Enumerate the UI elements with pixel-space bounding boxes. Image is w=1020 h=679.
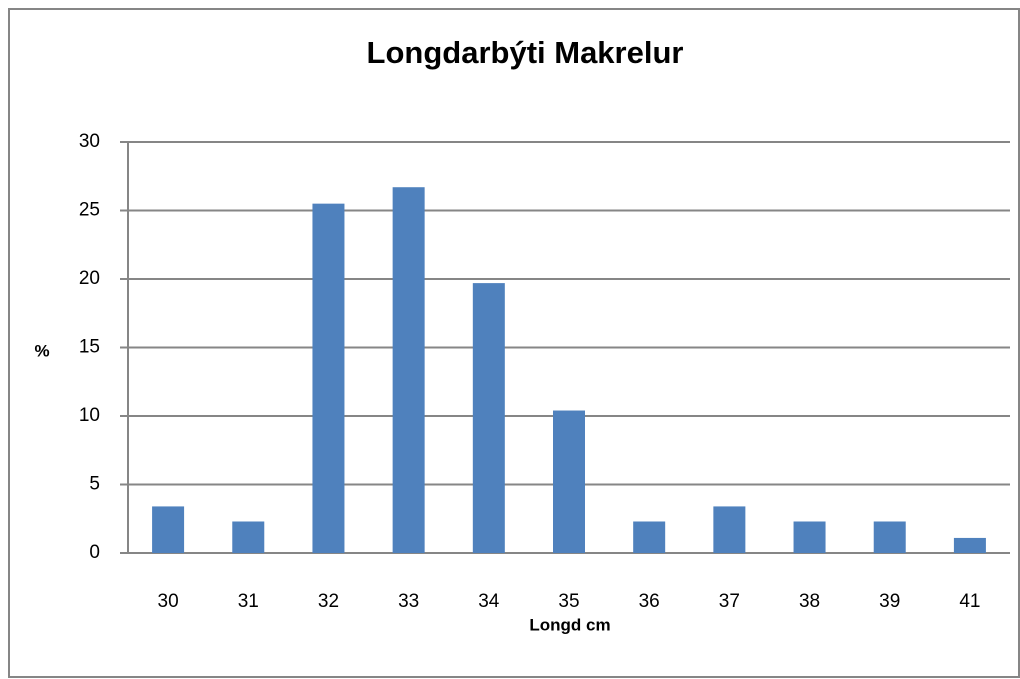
x-tick-label: 39 [879,591,900,612]
y-tick-label: 20 [79,268,100,289]
chart-frame [8,8,1020,678]
bar [232,521,265,553]
y-tick-label: 0 [89,542,100,563]
y-tick-label: 25 [79,200,100,221]
bar [873,521,906,553]
y-tick-label: 30 [79,131,100,152]
bar [392,187,425,553]
x-tick-label: 37 [719,591,740,612]
bar [553,410,585,553]
bar [152,506,185,553]
x-tick-label: 33 [398,591,419,612]
bar [312,203,345,553]
bar [633,521,666,553]
chart-title: Longdarbýti Makrelur [367,35,684,70]
x-tick-label: 36 [639,591,660,612]
x-axis-label: Longd cm [529,615,610,634]
x-tick-label: 32 [318,591,339,612]
bar [793,521,826,553]
y-axis-label: % [34,341,49,360]
x-tick-label: 31 [238,591,259,612]
x-tick-label: 34 [478,591,500,612]
x-tick-label: 38 [799,591,820,612]
x-tick-label: 41 [959,591,980,612]
x-tick-label: 35 [558,591,579,612]
bar [713,506,746,553]
y-tick-label: 15 [79,337,100,358]
bar [472,283,505,553]
y-tick-label: 10 [79,405,100,426]
bar [953,537,986,553]
x-tick-label: 30 [158,591,179,612]
y-tick-label: 5 [89,474,100,495]
